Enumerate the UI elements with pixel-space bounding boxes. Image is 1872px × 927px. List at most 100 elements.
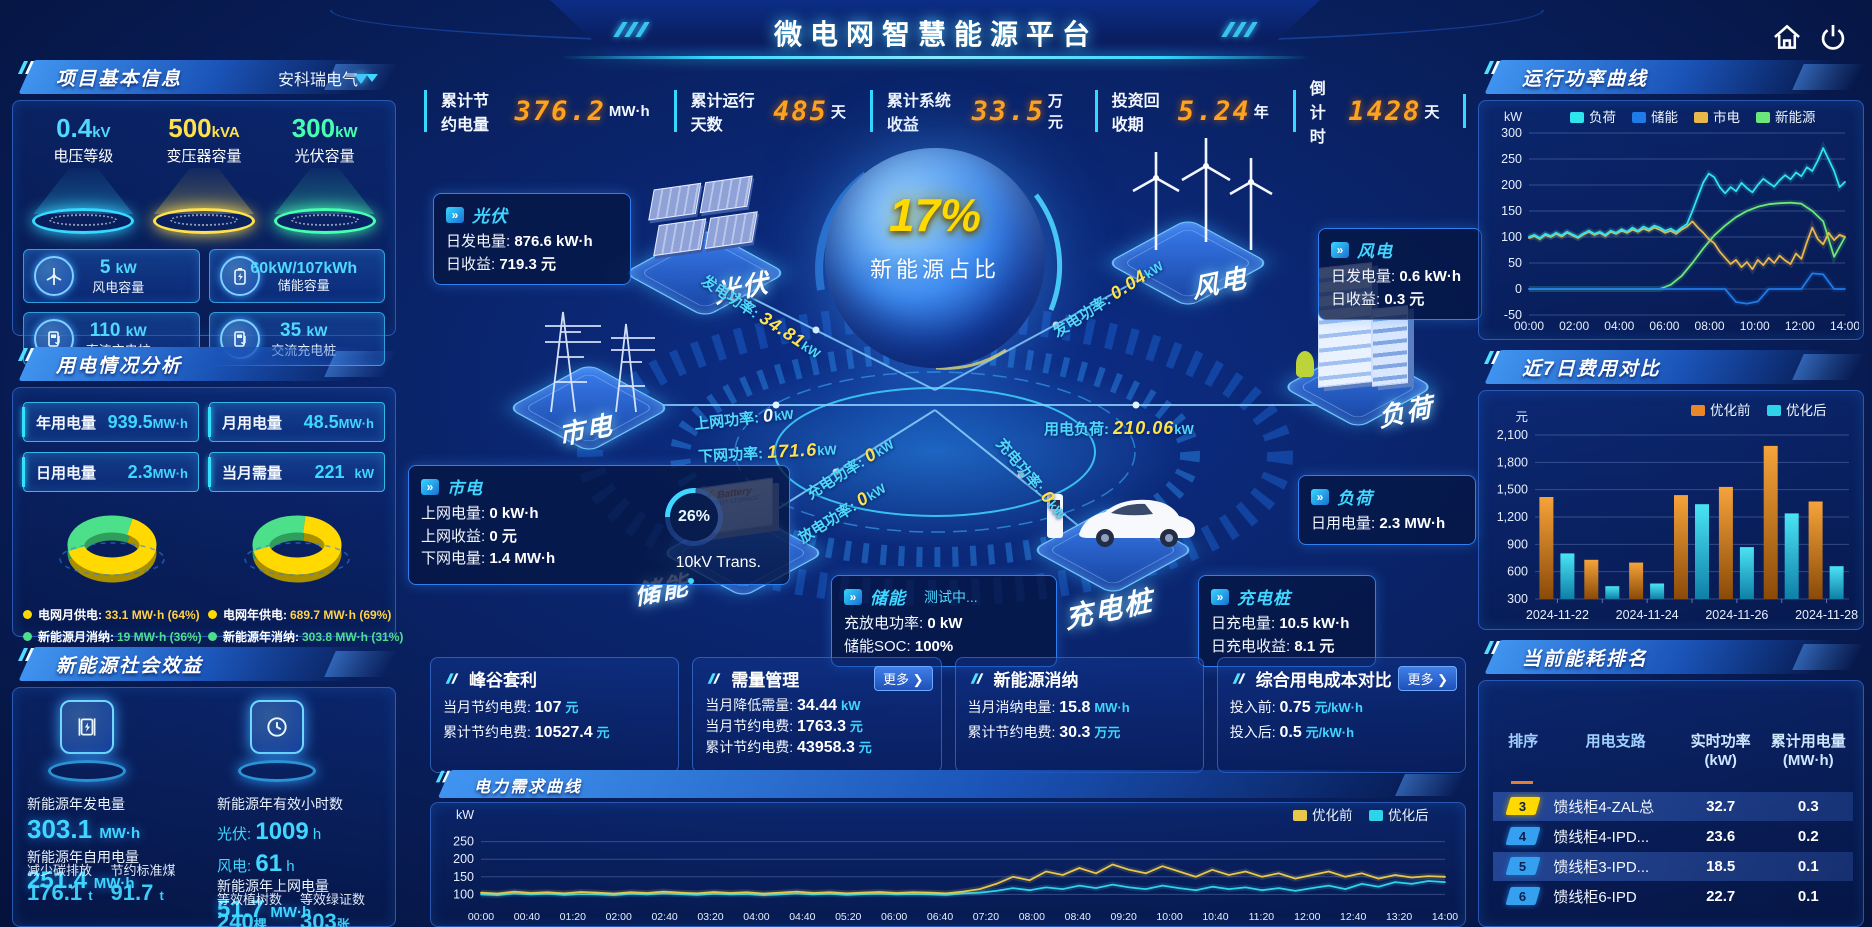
svg-text:00:00: 00:00 [1514, 319, 1544, 333]
svg-text:12:00: 12:00 [1785, 319, 1815, 333]
stat-month-usage: 月用电量 48.5MW·h [208, 402, 385, 442]
table-row: 6 馈线柜6-IPD 22.7 0.1 [1493, 882, 1853, 911]
wind-turbines-icon [1132, 138, 1273, 250]
svg-text:0: 0 [1515, 282, 1522, 296]
svg-text:200: 200 [453, 852, 474, 866]
panel-usage-title: 用电情况分析 [56, 356, 183, 377]
rank-table-header: 排序 用电支路 实时功率 (kW) 累计用电量 (MW·h) [1508, 733, 1846, 769]
svg-text:06:40: 06:40 [927, 911, 953, 923]
svg-text:kW: kW [1504, 110, 1522, 124]
page-title: 微电网智慧能源平台 [773, 19, 1098, 50]
effective-hours-label: 新能源年有效小时数 [217, 796, 343, 812]
card-corner-icon [970, 672, 983, 684]
svg-text:1,800: 1,800 [1497, 455, 1528, 469]
panel-project-info: 项目基本信息 安科瑞电气 0.4kV 电压等级 500kVA 变压器容量 [12, 58, 396, 366]
stat-day-usage: 日用电量 2.3MW·h [22, 452, 199, 492]
legend-grid-month: 电网月供电: 33.1 MW·h (64%) [23, 606, 208, 623]
month-supply-donut [58, 515, 165, 583]
grid-info-box: » 市电 上网电量: 0 kW·h 上网收益: 0 元 下网电量: 1.4 MW·… [408, 465, 790, 585]
charger-info-box: » 充电桩 日充电量: 10.5 kW·h 日充电收益: 8.1 元 [1198, 575, 1376, 667]
testing-badge: 测试中... [924, 588, 978, 605]
company-dropdown[interactable]: 安科瑞电气 [278, 66, 378, 90]
demand-curve-chart: 100 150 200 250 kW 00:00 00:40 01:20 02:00 02:40 0… [453, 807, 1458, 923]
clock-icon [250, 700, 304, 754]
donut-legends: 电网月供电: 33.1 MW·h (64%) 新能源月消纳: 19 MW·h (36… [23, 606, 403, 650]
svg-text:14:00: 14:00 [1830, 319, 1859, 333]
svg-text:01:20: 01:20 [560, 911, 586, 923]
usage-stat-boxes: 年用电量 939.5MW·h 月用电量 48.5MW·h 日用电量 2.3MW·h 当… [22, 402, 385, 492]
svg-text:优化后: 优化后 [1388, 808, 1429, 823]
transformer-load-ring: 26% [665, 488, 723, 546]
stats-bar-end-divider [1463, 94, 1467, 128]
panel-corner-icon [1484, 61, 1500, 74]
svg-text:新能源: 新能源 [1775, 110, 1816, 125]
svg-text:10:00: 10:00 [1740, 319, 1770, 333]
svg-text:2024-11-22: 2024-11-22 [1526, 608, 1589, 622]
panel-benefit-header: 新能源社会效益 [12, 645, 396, 683]
svg-text:元: 元 [1515, 410, 1528, 424]
svg-text:12:40: 12:40 [1340, 911, 1366, 923]
svg-text:优化前: 优化前 [1710, 402, 1751, 418]
storage-info-box: » 储能 测试中... 充放电功率: 0 kW 储能SOC: 100% [831, 575, 1057, 667]
pv-hours: 光伏: 1009 h [217, 818, 322, 845]
panel-demand-body: 100 150 200 250 kW 00:00 00:40 01:20 02:00 02:40 0… [430, 802, 1466, 927]
battery-icon [219, 256, 260, 296]
company-dropdown-value: 安科瑞电气 [277, 72, 358, 89]
panel-project-title: 项目基本信息 [56, 69, 183, 90]
svg-text:2,100: 2,100 [1497, 428, 1528, 442]
year-supply-donut [243, 515, 350, 583]
panel-usage-header: 用电情况分析 [12, 345, 396, 383]
svg-text:300: 300 [1507, 592, 1528, 606]
svg-text:00:40: 00:40 [514, 911, 540, 923]
svg-text:06:00: 06:00 [881, 911, 907, 923]
svg-text:200: 200 [1501, 178, 1522, 192]
svg-text:900: 900 [1507, 537, 1528, 551]
card-renewable-consumption: 新能源消纳 当月消纳电量: 15.8 MW·h 累计节约电费: 30.3 万元 [954, 657, 1204, 773]
load-info-box: » 负荷 日用电量: 2.3 MW·h [1298, 475, 1476, 545]
panel-corner-icon [18, 61, 34, 74]
svg-text:02:00: 02:00 [606, 911, 632, 923]
cost-more-button[interactable]: 更多 ❯ [1398, 666, 1457, 691]
panel-cost-title: 近7日费用对比 [1522, 359, 1661, 380]
solar-panels-icon [648, 175, 758, 257]
svg-text:150: 150 [453, 870, 474, 884]
panel-demand-title: 电力需求曲线 [474, 779, 583, 796]
center-sphere [825, 148, 1045, 368]
svg-text:100: 100 [453, 887, 474, 901]
wind-capacity-button: 5 kW 风电容量 [23, 249, 200, 303]
transformer-dot [688, 578, 694, 584]
stat-year-usage: 年用电量 939.5MW·h [22, 402, 199, 442]
wind-turbine-icon [34, 256, 74, 296]
panel-cost-compare: 近7日费用对比 300 600 900 1,200 1,500 1,800 2,100 元 20… [1478, 348, 1864, 630]
double-arrow-icon: » [421, 478, 439, 495]
panel-corner-icon [1484, 351, 1500, 364]
double-arrow-icon: » [446, 206, 464, 223]
power-icon[interactable] [1816, 20, 1852, 56]
pv-info-box: » 光伏 日发电量: 876.6 kW·h 日收益: 719.3 元 [433, 193, 631, 285]
svg-text:1,500: 1,500 [1497, 483, 1528, 497]
cone-pv-capacity: 300kW 光伏容量 [266, 113, 384, 234]
panel-social-benefit: 新能源社会效益 新能源年发电量 303.1 MW·h 新能源年自用电量 251.… [12, 645, 396, 927]
panel-cost-header: 近7日费用对比 [1478, 348, 1864, 386]
renewable-share-value: 17% [888, 189, 982, 241]
rank-badge: 3 [1505, 797, 1541, 815]
renewable-share: 17% 新能源占比 [825, 188, 1045, 284]
table-row: 5 馈线柜3-IPD... 18.5 0.1 [1493, 851, 1853, 881]
svg-text:14:00: 14:00 [1432, 911, 1458, 923]
benefit-col-hours: 新能源年有效小时数 光伏: 1009 h 风电: 61 h 新能源年上网电量 5… [217, 700, 397, 927]
double-arrow-icon: » [1331, 241, 1349, 258]
table-row: 4 馈线柜4-IPD... 23.6 0.2 [1493, 822, 1853, 851]
card-corner-icon [707, 672, 721, 684]
node-load [1276, 255, 1446, 445]
svg-text:06:00: 06:00 [1649, 319, 1679, 333]
node-charger [1011, 450, 1211, 610]
home-icon[interactable] [1770, 20, 1806, 56]
panel-power-curve: 运行功率曲线 -50 0 50 100 150 200 250 300 kW 00:00 02:00… [1478, 58, 1864, 340]
svg-text:08:40: 08:40 [1065, 911, 1091, 923]
svg-text:04:40: 04:40 [789, 911, 815, 923]
demand-more-button[interactable]: 更多 ❯ [873, 666, 933, 691]
legend-renewable-month: 新能源月消纳: 19 MW·h (36%) [23, 628, 208, 645]
card-corner-icon [445, 672, 459, 684]
card-cost-comparison: 更多 ❯ 综合用电成本对比 投入前: 0.75 元/kW·h 投入后: 0.5 … [1216, 657, 1466, 773]
panel-project-body: 0.4kV 电压等级 500kVA 变压器容量 300kW 光伏容量 [12, 100, 396, 366]
